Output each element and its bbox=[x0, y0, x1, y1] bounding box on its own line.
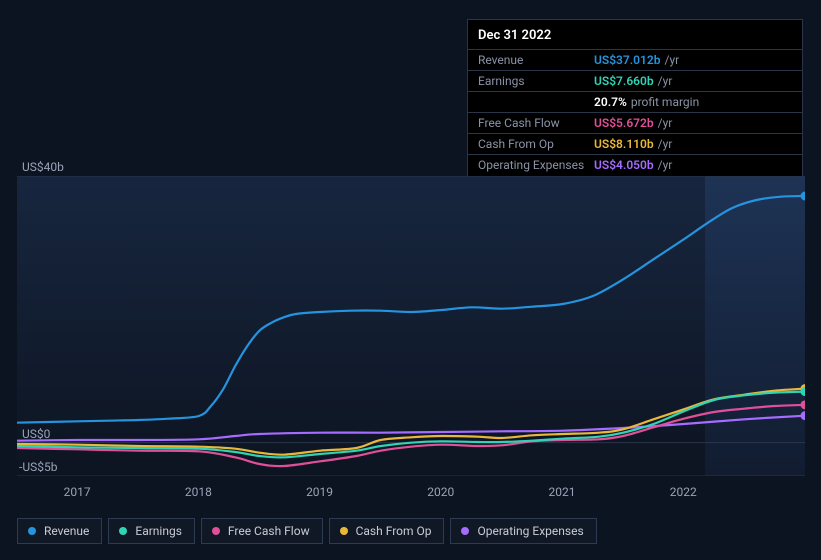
legend-item-earnings[interactable]: Earnings bbox=[108, 518, 195, 544]
legend-item-revenue[interactable]: Revenue bbox=[17, 518, 102, 544]
tooltip-row: RevenueUS$37.012b/yr bbox=[468, 49, 802, 70]
legend-dot-icon bbox=[119, 527, 127, 535]
legend-label: Revenue bbox=[44, 524, 89, 538]
tooltip-rows: RevenueUS$37.012b/yrEarningsUS$7.660b/yr… bbox=[468, 49, 802, 175]
financials-chart[interactable] bbox=[17, 176, 805, 476]
legend-dot-icon bbox=[461, 527, 469, 535]
x-axis-label: 2019 bbox=[306, 485, 333, 499]
chart-svg bbox=[17, 176, 805, 476]
tooltip-label: Revenue bbox=[478, 52, 594, 68]
y-axis-label: US$0 bbox=[22, 427, 50, 441]
x-axis-label: 2018 bbox=[185, 485, 212, 499]
y-axis-label: US$40b bbox=[22, 160, 64, 174]
legend-dot-icon bbox=[212, 527, 220, 535]
tooltip-row: EarningsUS$7.660b/yr bbox=[468, 70, 802, 91]
tooltip-date: Dec 31 2022 bbox=[468, 26, 802, 49]
legend-label: Earnings bbox=[135, 524, 182, 538]
tooltip-label: Free Cash Flow bbox=[478, 115, 594, 131]
x-axis-label: 2017 bbox=[64, 485, 91, 499]
tooltip-value: 20.7%profit margin bbox=[594, 94, 699, 110]
x-axis-label: 2022 bbox=[670, 485, 697, 499]
tooltip-label: Earnings bbox=[478, 73, 594, 89]
tooltip-value: US$8.110b/yr bbox=[594, 136, 672, 152]
tooltip-label bbox=[478, 94, 594, 110]
legend-item-cfo[interactable]: Cash From Op bbox=[329, 518, 445, 544]
legend-label: Cash From Op bbox=[356, 524, 432, 538]
tooltip-value: US$4.050b/yr bbox=[594, 157, 672, 173]
legend-dot-icon bbox=[28, 527, 36, 535]
tooltip-label: Operating Expenses bbox=[478, 157, 594, 173]
tooltip-value: US$5.672b/yr bbox=[594, 115, 672, 131]
chart-legend: Revenue Earnings Free Cash Flow Cash From O… bbox=[17, 518, 597, 544]
legend-label: Free Cash Flow bbox=[228, 524, 310, 538]
tooltip-row: Cash From OpUS$8.110b/yr bbox=[468, 133, 802, 154]
legend-label: Operating Expenses bbox=[477, 524, 583, 538]
tooltip-row: Operating ExpensesUS$4.050b/yr bbox=[468, 154, 802, 175]
tooltip-label: Cash From Op bbox=[478, 136, 594, 152]
chart-tooltip: Dec 31 2022 RevenueUS$37.012b/yrEarnings… bbox=[467, 19, 803, 182]
tooltip-value: US$7.660b/yr bbox=[594, 73, 672, 89]
legend-item-fcf[interactable]: Free Cash Flow bbox=[201, 518, 323, 544]
x-axis-label: 2020 bbox=[427, 485, 454, 499]
legend-dot-icon bbox=[340, 527, 348, 535]
tooltip-row: 20.7%profit margin bbox=[468, 91, 802, 112]
tooltip-value: US$37.012b/yr bbox=[594, 52, 679, 68]
legend-item-opex[interactable]: Operating Expenses bbox=[450, 518, 596, 544]
x-axis-label: 2021 bbox=[549, 485, 576, 499]
y-axis-label: -US$5b bbox=[19, 460, 57, 474]
tooltip-row: Free Cash FlowUS$5.672b/yr bbox=[468, 112, 802, 133]
